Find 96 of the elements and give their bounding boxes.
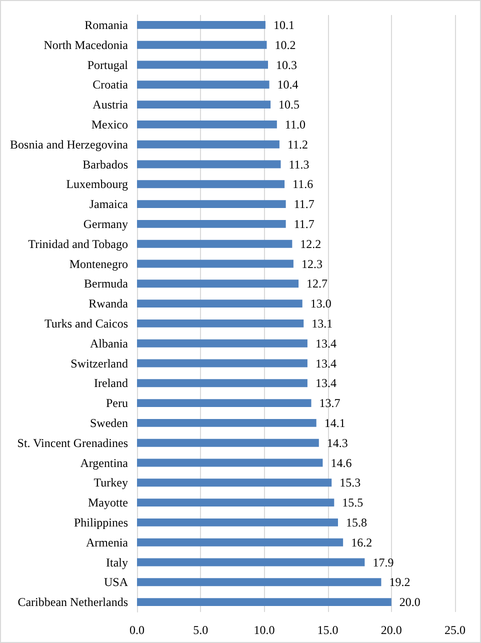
y-tick-label: Croatia [92,78,129,92]
bar [137,319,304,328]
y-tick-label: Germany [83,216,128,231]
y-tick-label: St. Vincent Grenadines [17,436,128,450]
data-label: 12.3 [301,256,322,271]
data-label: 16.2 [351,535,372,550]
bar [137,140,280,148]
x-tick-label: 0.0 [130,623,144,637]
bar [137,180,285,188]
y-tick-label: USA [104,575,128,590]
data-label: 15.3 [340,476,361,490]
bar [137,60,268,69]
y-tick-label: Sweden [90,416,128,430]
data-label: 11.3 [288,157,310,172]
y-tick-label: Mayotte [88,496,128,510]
y-tick-label: Philippines [74,515,128,530]
data-label: 13.4 [315,336,336,350]
x-tick-label: 10.0 [254,623,275,637]
data-label: 11.2 [287,137,308,152]
data-label: 11.7 [294,216,314,231]
y-tick-label: Italy [106,555,128,570]
data-label: 12.7 [306,276,328,291]
x-tick-label: 5.0 [193,623,208,637]
y-tick-label: Mexico [91,117,128,132]
bar [137,478,332,487]
bar [137,160,281,168]
data-label: 15.5 [342,496,364,510]
y-tick-label: Austria [92,98,129,112]
data-label: 13.7 [319,396,340,410]
bar [137,438,319,447]
y-tick-label: Barbados [82,157,128,172]
bar [137,399,312,408]
y-tick-label: Bermuda [84,276,129,291]
x-tick-label: 15.0 [317,623,338,637]
y-tick-label: Portugal [87,58,129,72]
data-label: 17.9 [372,555,394,570]
x-tick-label: 20.0 [380,623,402,637]
bar [137,20,266,29]
bar [137,578,382,586]
bar [137,240,292,248]
data-label: 11.6 [292,177,314,192]
y-tick-label: North Macedonia [44,38,129,52]
x-tick-label: 25.0 [444,623,466,637]
data-label: 10.2 [274,38,296,52]
bar [137,260,294,268]
y-tick-label: Ireland [94,376,128,390]
y-tick-label: Trinidad and Tobago [28,236,128,251]
y-tick-label: Jamaica [89,197,129,212]
data-label: 13.0 [310,296,332,311]
data-label: 15.8 [346,515,367,530]
y-tick-label: Caribbean Netherlands [18,595,128,610]
data-label: 11.7 [294,197,314,212]
data-label: 10.3 [276,58,298,72]
y-tick-label: Rwanda [88,296,129,311]
data-label: 14.1 [324,416,346,430]
bar [137,418,316,427]
bar [137,100,271,109]
y-tick-label: Armenia [86,535,129,550]
data-label: 11.0 [284,117,306,132]
bar [137,300,302,308]
bar [137,518,338,526]
bar [137,40,267,49]
y-tick-label: Luxembourg [66,177,128,192]
bar [137,359,308,368]
bar [137,558,365,566]
data-label: 13.4 [315,356,336,370]
data-label: 12.2 [300,236,322,251]
data-label: 13.4 [315,376,336,390]
bar [137,200,286,208]
bar [137,280,299,288]
data-label: 14.3 [326,436,348,450]
data-label: 10.1 [273,18,294,32]
bar [137,538,344,546]
bar [137,458,323,467]
y-tick-label: Peru [106,396,128,410]
bar [137,220,286,228]
data-label: 10.4 [277,78,298,92]
data-label: 10.5 [278,98,300,112]
y-tick-label: Turkey [94,476,128,490]
data-label: 19.2 [389,575,410,590]
data-label: 14.6 [330,456,352,470]
y-tick-label: Bosnia and Herzegovina [10,137,129,152]
y-tick-label: Albania [90,336,129,350]
y-tick-label: Romania [84,18,129,32]
bar [137,120,277,128]
y-tick-label: Argentina [80,456,129,470]
y-tick-label: Montenegro [69,256,128,271]
bar [137,498,334,507]
bar [137,379,308,388]
data-label: 13.1 [312,316,333,330]
data-label: 20.0 [399,595,420,610]
bar [137,80,270,89]
y-tick-label: Switzerland [70,356,128,370]
y-tick-label: Turks and Caicos [44,316,128,330]
bar [137,339,308,348]
bar [137,598,392,606]
